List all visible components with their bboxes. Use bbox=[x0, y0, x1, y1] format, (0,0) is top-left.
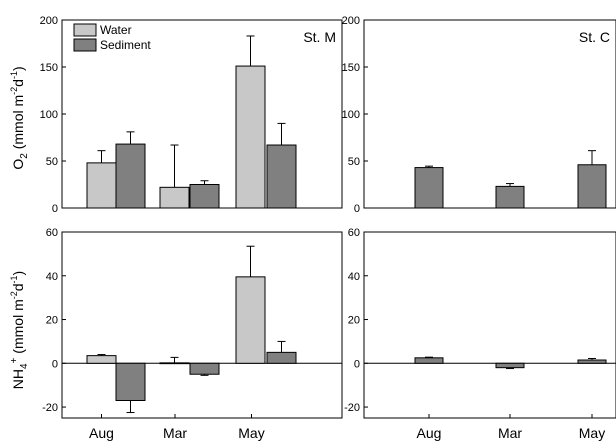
y-tick-label: 0 bbox=[52, 203, 58, 215]
bar-sediment bbox=[189, 184, 220, 209]
y-tick-label: 200 bbox=[342, 15, 360, 27]
ylabel-nh4-end: ) bbox=[10, 271, 26, 276]
ylabel-o2-base: O bbox=[10, 159, 26, 170]
y-tick-label: 40 bbox=[348, 271, 360, 283]
y-tick-label: 100 bbox=[40, 109, 58, 121]
legend-label-water: Water bbox=[100, 23, 132, 37]
y-axis-label-nh4: NH4+ (mmol m-2d-1) bbox=[9, 271, 30, 389]
bar-sediment bbox=[414, 167, 444, 209]
bar-sediment bbox=[577, 164, 607, 209]
bar-sediment bbox=[115, 362, 146, 401]
panel-bottom-left: -20 0 20 40 60 Aug Mar May bbox=[42, 227, 343, 441]
y-tick-label: 20 bbox=[46, 315, 58, 327]
ylabel-o2-sup2: -1 bbox=[9, 71, 19, 79]
y-tick-label: -20 bbox=[344, 402, 360, 414]
ylabel-nh4-sup: + bbox=[9, 357, 20, 363]
plot-frame bbox=[61, 231, 343, 419]
legend-swatch-water bbox=[73, 23, 97, 37]
bar-water bbox=[86, 355, 117, 364]
ylabel-nh4-rest: (mmol m bbox=[10, 299, 26, 357]
ylabel-nh4-sup2: -1 bbox=[9, 275, 19, 283]
x-tick-label: Aug bbox=[89, 425, 114, 441]
x-tick-label: Aug bbox=[417, 425, 442, 441]
ylabel-nh4-mid: d bbox=[10, 283, 26, 291]
panel-top-right: 0 50 100 150 200 St. C bbox=[342, 15, 616, 215]
ylabel-o2-rest: (mmol m bbox=[10, 95, 26, 153]
y-tick-label: 60 bbox=[348, 227, 360, 239]
station-label: St. M bbox=[303, 29, 336, 45]
bar-sediment bbox=[414, 357, 444, 364]
y-tick-label: -20 bbox=[42, 402, 58, 414]
ylabel-o2-mid: d bbox=[10, 79, 26, 87]
bar-water bbox=[235, 276, 266, 364]
bar-sediment bbox=[115, 143, 146, 209]
ylabel-nh4-sup-2: -2 bbox=[9, 291, 19, 299]
bar-sediment bbox=[266, 351, 297, 364]
bar-water bbox=[159, 186, 190, 209]
bar-water bbox=[159, 362, 190, 365]
bar-sediment bbox=[495, 185, 525, 209]
x-tick-label: May bbox=[238, 425, 264, 441]
y-tick-label: 200 bbox=[40, 15, 58, 27]
y-tick-label: 20 bbox=[348, 315, 360, 327]
bar-sediment bbox=[189, 362, 220, 375]
bar-water bbox=[86, 162, 117, 209]
y-tick-label: 50 bbox=[348, 156, 360, 168]
y-tick-label: 0 bbox=[354, 203, 360, 215]
x-tick-label: Mar bbox=[498, 425, 522, 441]
bar-water bbox=[235, 65, 266, 209]
station-label: St. C bbox=[579, 29, 610, 45]
bar-sediment bbox=[577, 359, 607, 364]
ylabel-o2-end: ) bbox=[10, 66, 26, 71]
x-tick-label: May bbox=[579, 425, 605, 441]
y-tick-label: 150 bbox=[40, 62, 58, 74]
y-tick-label: 50 bbox=[46, 156, 58, 168]
y-tick-label: 0 bbox=[52, 358, 58, 370]
y-axis-label-o2: O2 (mmol m-2d-1) bbox=[9, 66, 30, 169]
y-tick-label: 150 bbox=[342, 62, 360, 74]
ylabel-nh4-base: NH bbox=[10, 369, 26, 389]
y-tick-label: 100 bbox=[342, 109, 360, 121]
panel-bottom-right: -20 0 20 40 60 Aug Mar May bbox=[344, 227, 616, 441]
ylabel-o2-sup: -2 bbox=[9, 87, 19, 95]
y-tick-label: 40 bbox=[46, 271, 58, 283]
legend-label-sediment: Sediment bbox=[100, 38, 151, 52]
bar-sediment bbox=[495, 362, 525, 369]
y-tick-label: 0 bbox=[354, 358, 360, 370]
y-tick-label: 60 bbox=[46, 227, 58, 239]
x-tick-label: Mar bbox=[163, 425, 187, 441]
legend-swatch-sediment bbox=[73, 38, 97, 52]
bar-sediment bbox=[266, 144, 297, 209]
ylabel-o2-sub: 2 bbox=[19, 153, 30, 159]
ylabel-nh4-sub: 4 bbox=[19, 363, 30, 369]
plot-frame bbox=[363, 231, 616, 419]
